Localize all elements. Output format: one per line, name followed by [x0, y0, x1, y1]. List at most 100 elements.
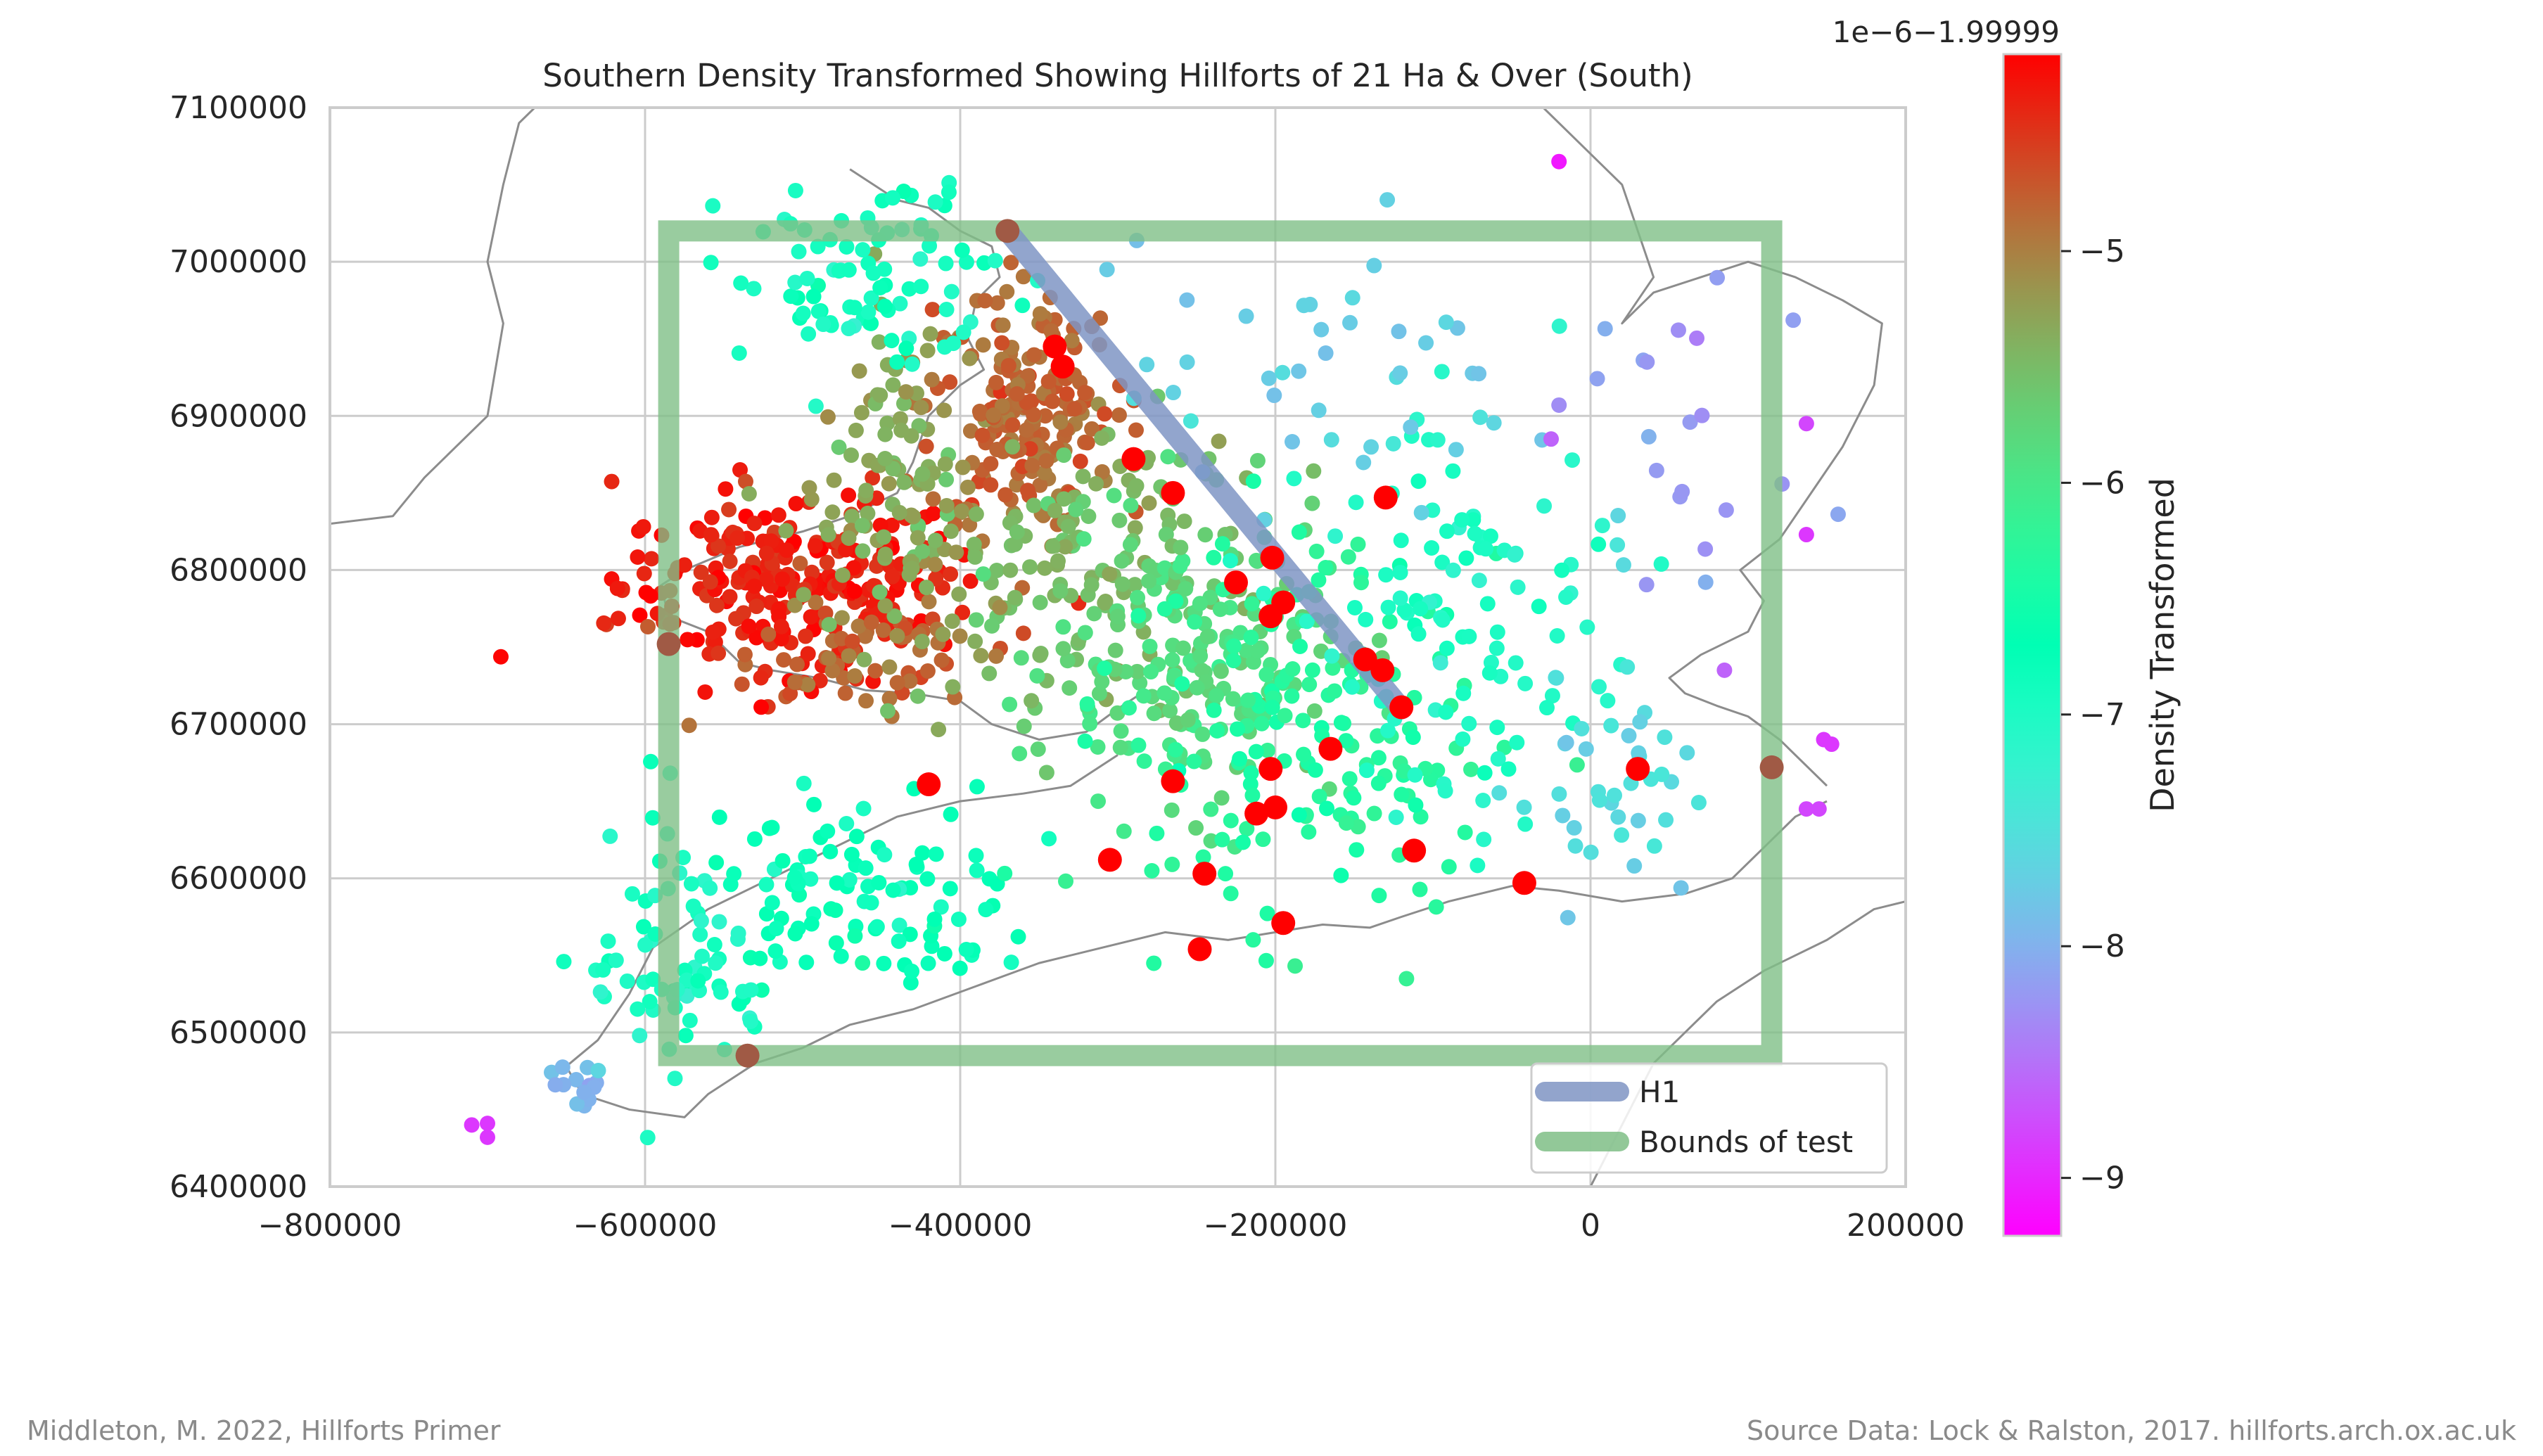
density-point: [994, 335, 1010, 351]
density-point: [1114, 576, 1130, 592]
density-point: [1213, 663, 1229, 679]
density-point: [632, 607, 648, 623]
density-point: [775, 852, 791, 869]
density-point: [1295, 713, 1311, 729]
density-point: [722, 589, 738, 605]
density-point: [1179, 354, 1195, 370]
density-point: [805, 288, 822, 305]
density-point: [863, 614, 879, 630]
density-point: [1062, 680, 1078, 696]
density-point: [639, 1130, 656, 1146]
density-point: [1075, 468, 1091, 485]
density-point: [885, 882, 901, 898]
density-point: [642, 994, 658, 1010]
density-point: [1127, 520, 1143, 536]
density-point: [1380, 599, 1396, 615]
density-point: [903, 507, 919, 523]
density-point: [858, 693, 874, 709]
density-point: [1830, 506, 1846, 523]
density-point: [1146, 705, 1162, 722]
density-point: [779, 542, 795, 558]
density-point: [987, 253, 1003, 269]
density-point: [920, 955, 936, 971]
density-point: [1127, 577, 1143, 593]
density-point: [1082, 716, 1098, 732]
density-point: [854, 518, 870, 534]
density-point: [644, 551, 660, 567]
density-point: [910, 530, 926, 546]
density-point: [743, 1014, 759, 1030]
density-point: [1338, 815, 1354, 831]
density-point: [998, 487, 1014, 503]
density-point: [1164, 652, 1180, 668]
density-point: [1259, 742, 1275, 758]
density-point: [807, 538, 823, 554]
density-point: [1002, 696, 1018, 713]
density-point: [1128, 478, 1145, 494]
density-point: [891, 933, 907, 950]
density-point: [1038, 453, 1054, 469]
density-point: [865, 265, 881, 281]
density-point: [863, 290, 879, 306]
density-point: [480, 1116, 495, 1132]
density-point: [865, 470, 881, 486]
density-point: [1090, 739, 1106, 755]
density-point: [1591, 679, 1607, 695]
density-point: [968, 848, 984, 864]
density-point: [1517, 675, 1534, 691]
density-point: [1112, 739, 1128, 755]
density-point: [787, 926, 803, 942]
density-point: [951, 586, 967, 602]
density-point: [955, 459, 971, 475]
density-point: [547, 1077, 563, 1093]
hillfort-21ha-point: [1224, 570, 1248, 594]
density-point: [919, 343, 936, 359]
density-point: [1243, 630, 1259, 646]
density-point: [1092, 310, 1109, 326]
density-point: [1156, 685, 1173, 701]
density-point: [1214, 536, 1230, 552]
density-point: [1489, 720, 1505, 736]
density-point: [1344, 290, 1360, 306]
density-point: [921, 594, 937, 610]
density-point: [1225, 653, 1242, 669]
density-point: [1392, 365, 1408, 381]
density-point: [604, 473, 620, 490]
density-point: [1225, 691, 1241, 707]
density-point: [1158, 526, 1174, 542]
density-point: [773, 631, 789, 647]
density-point: [1076, 531, 1092, 547]
density-point: [812, 672, 828, 689]
density-point: [703, 509, 720, 525]
density-point: [624, 886, 640, 902]
density-point: [841, 530, 857, 547]
density-point: [1174, 676, 1190, 692]
density-point: [1003, 954, 1019, 971]
density-point: [1342, 314, 1358, 331]
density-point: [1194, 726, 1211, 742]
density-point: [787, 274, 803, 290]
density-point: [1358, 611, 1374, 627]
density-point: [1798, 527, 1814, 543]
density-point: [729, 931, 746, 947]
density-point: [1229, 721, 1245, 737]
density-point: [1186, 753, 1202, 769]
density-point: [1197, 527, 1213, 543]
density-point: [851, 363, 867, 379]
density-point: [841, 262, 857, 278]
density-point: [1510, 579, 1526, 595]
density-point: [847, 668, 863, 684]
density-point: [1135, 688, 1152, 704]
density-point: [1213, 790, 1230, 806]
density-point: [1410, 626, 1427, 642]
density-point: [1798, 416, 1814, 432]
density-point: [1470, 857, 1486, 874]
density-point: [1111, 407, 1127, 423]
density-point: [787, 182, 803, 198]
density-point: [1223, 886, 1239, 902]
density-point: [1648, 462, 1664, 478]
density-point: [1285, 434, 1301, 450]
density-point: [1697, 541, 1714, 557]
density-point: [892, 411, 908, 427]
density-point: [1500, 761, 1517, 777]
